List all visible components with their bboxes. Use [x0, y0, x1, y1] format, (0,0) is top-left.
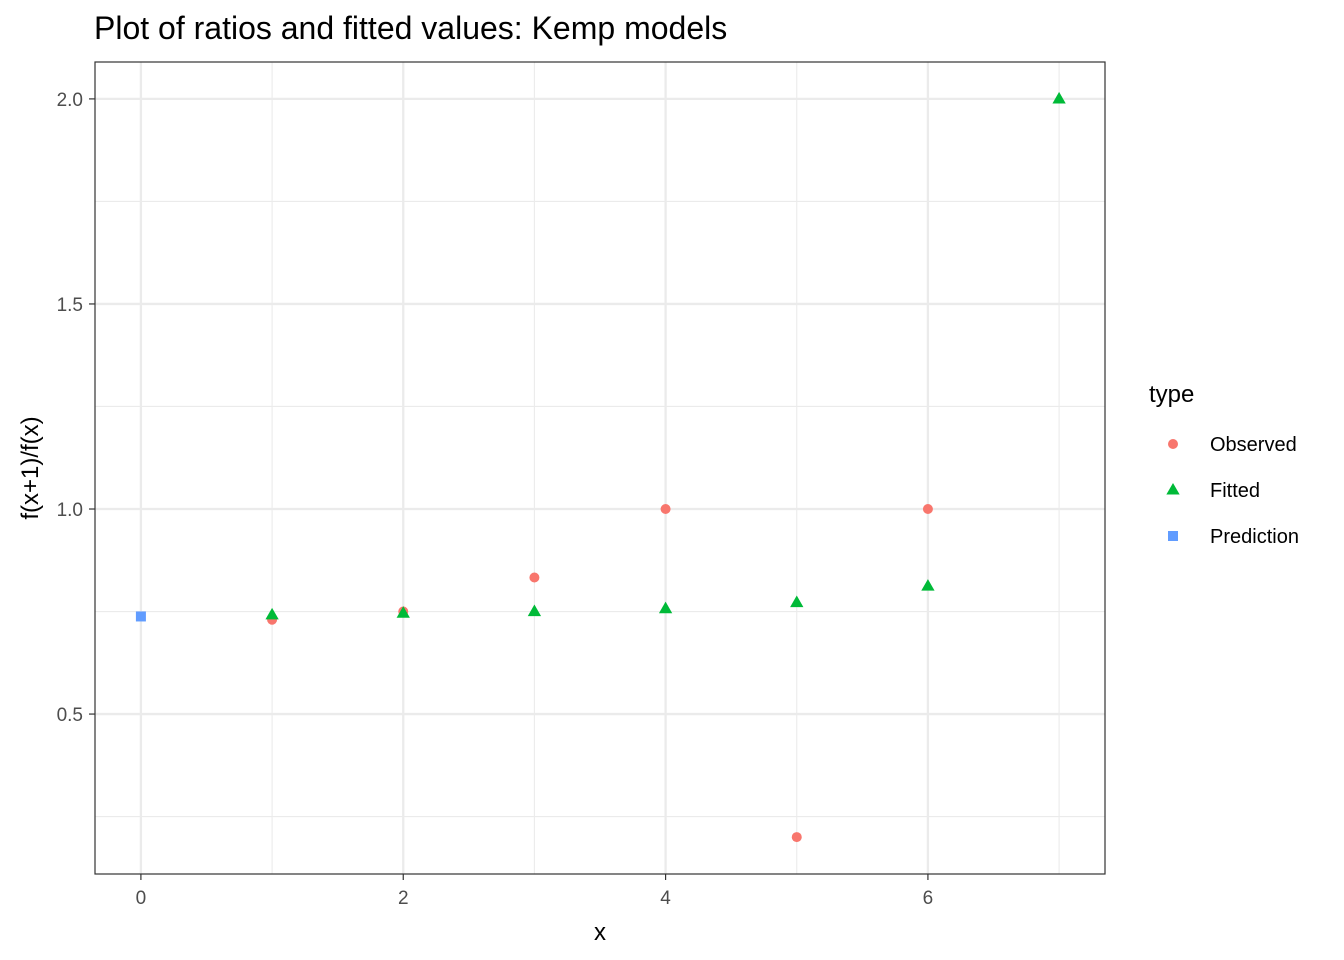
x-tick-label: 4 — [660, 888, 671, 909]
legend-key-fitted — [1166, 483, 1180, 495]
x-axis-ticks: 0 2 4 6 — [136, 874, 934, 909]
point-fitted — [921, 579, 935, 591]
point-fitted — [527, 604, 542, 617]
legend-label-observed: Observed — [1210, 434, 1297, 456]
y-tick-label: 1.5 — [57, 295, 83, 316]
legend-label-fitted: Fitted — [1210, 480, 1260, 502]
legend-label-prediction: Prediction — [1210, 526, 1299, 548]
x-tick-label: 0 — [136, 888, 147, 909]
point-observed — [529, 572, 540, 583]
y-axis-title: f(x+1)/f(x) — [17, 416, 44, 519]
y-tick-label: 0.5 — [57, 705, 83, 726]
y-tick-label: 2.0 — [57, 90, 83, 111]
point-fitted — [1052, 91, 1066, 104]
legend: type Observed Fitted Prediction — [1149, 381, 1299, 548]
point-fitted — [265, 607, 279, 620]
data-points — [135, 91, 1066, 843]
legend-key-observed — [1168, 439, 1178, 449]
chart-title: Plot of ratios and fitted values: Kemp m… — [94, 10, 727, 46]
grid-lines — [95, 62, 1105, 874]
point-fitted — [658, 601, 673, 614]
point-fitted — [790, 595, 804, 608]
point-prediction — [135, 611, 146, 622]
point-observed — [791, 832, 802, 843]
legend-items: Observed Fitted Prediction — [1166, 434, 1299, 548]
legend-title: type — [1149, 381, 1194, 408]
point-observed — [922, 504, 933, 515]
plot-border — [94, 61, 1106, 875]
point-fitted — [396, 606, 410, 618]
point-observed — [660, 504, 671, 515]
x-tick-label: 2 — [398, 888, 409, 909]
plot-panel — [95, 62, 1105, 874]
x-tick-label: 6 — [923, 888, 934, 909]
y-axis-ticks: 0.5 1.0 1.5 2.0 — [57, 90, 95, 726]
y-tick-label: 1.0 — [57, 500, 83, 521]
x-axis-title: x — [594, 919, 606, 946]
legend-key-prediction — [1168, 531, 1178, 541]
